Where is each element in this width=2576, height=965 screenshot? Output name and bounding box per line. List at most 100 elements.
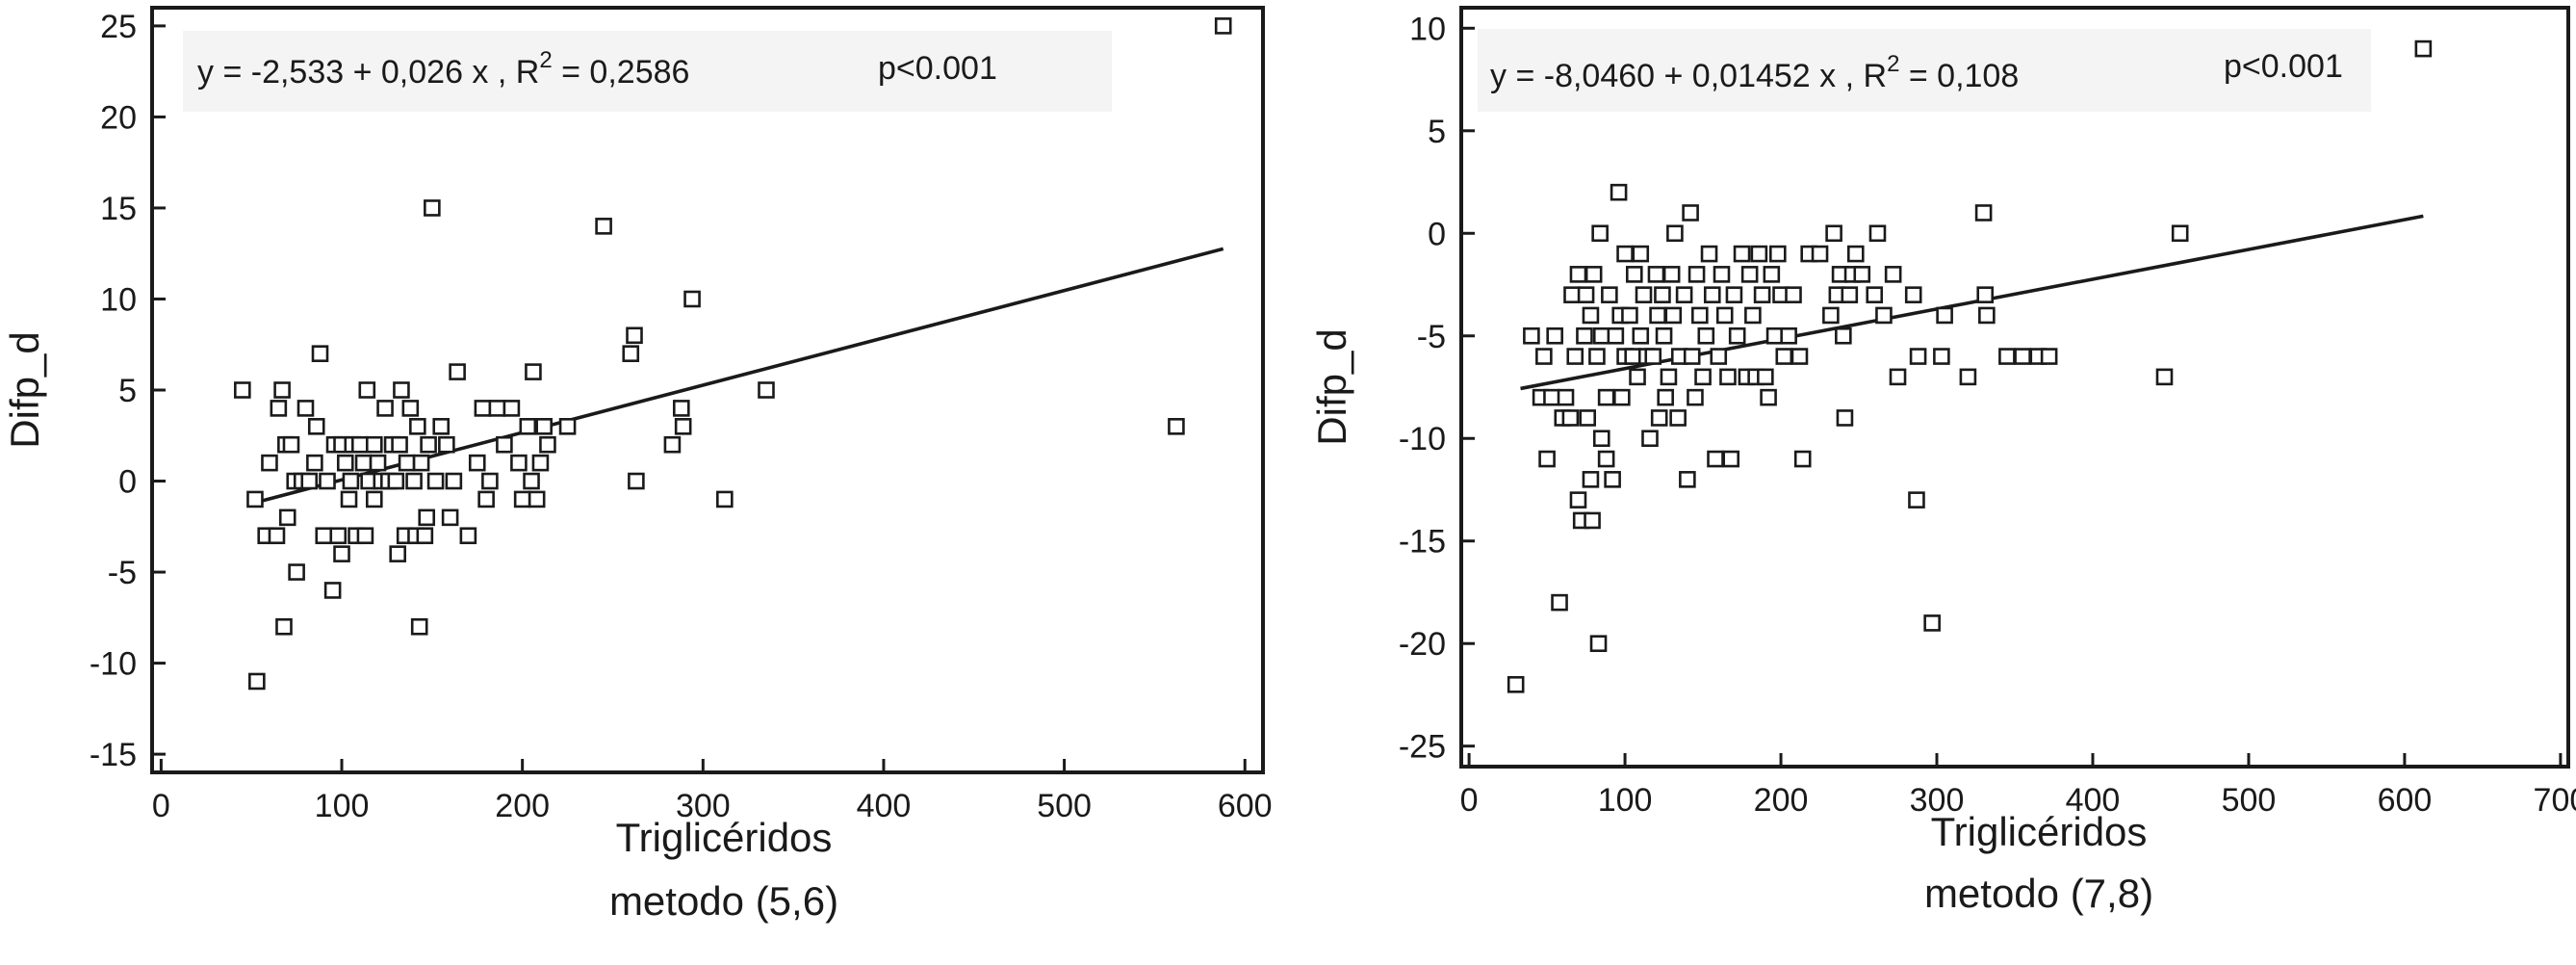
y-tick-label: 15: [100, 191, 137, 227]
data-point: [1687, 388, 1704, 406]
data-point: [365, 435, 383, 454]
data-point: [1610, 183, 1628, 201]
data-point: [1836, 409, 1854, 427]
data-point: [336, 454, 354, 472]
y-tick-label: -15: [1399, 524, 1446, 561]
data-point: [323, 582, 342, 599]
x-tick-label: 200: [495, 788, 550, 824]
data-point: [1561, 409, 1580, 427]
data-point: [1566, 348, 1584, 365]
data-point: [356, 527, 374, 545]
data-point: [1683, 348, 1701, 365]
data-point: [412, 454, 430, 472]
y-tick-label: -5: [108, 555, 137, 591]
data-point: [1557, 388, 1575, 406]
data-point: [663, 435, 682, 454]
data-point: [1715, 306, 1734, 325]
data-point: [510, 454, 528, 472]
data-point: [333, 545, 350, 562]
data-point: [1728, 326, 1746, 345]
left-scatter-chart: y = -2,533 + 0,026 x , R2 = 0,2586 p<0.0…: [2, 6, 1273, 924]
data-point: [1546, 326, 1563, 345]
data-point: [1507, 676, 1525, 693]
data-point: [416, 527, 434, 545]
data-point: [758, 381, 775, 399]
y-tick-label: 10: [100, 281, 137, 318]
data-point: [329, 527, 348, 545]
data-point: [2014, 348, 2031, 365]
data-point: [513, 490, 531, 509]
data-point: [1889, 368, 1907, 386]
data-point: [626, 326, 643, 345]
data-point: [1657, 388, 1674, 406]
y-axis-ticks: -15 -10 -5 0 5 10 15 20 25: [90, 9, 166, 773]
data-point: [1765, 326, 1784, 345]
data-point: [502, 400, 521, 417]
data-point: [1641, 430, 1659, 448]
data-point: [1713, 266, 1731, 283]
data-point: [438, 435, 455, 454]
data-points: [1507, 39, 2433, 693]
x-tick-label: 700: [2534, 782, 2576, 819]
data-point: [1760, 388, 1777, 406]
y-tick-label: -10: [1399, 421, 1446, 457]
data-point: [389, 545, 406, 562]
regression-line: [1520, 214, 2424, 391]
data-point: [1592, 430, 1610, 448]
data-point: [275, 617, 293, 636]
data-point: [246, 490, 264, 509]
data-point: [1650, 409, 1668, 427]
data-point: [1750, 245, 1768, 263]
data-point: [300, 472, 319, 490]
data-point: [1846, 245, 1865, 263]
data-point: [674, 418, 692, 435]
plot-frame: [150, 6, 1265, 774]
data-point: [459, 527, 477, 545]
data-point: [311, 345, 329, 362]
data-point: [1535, 348, 1553, 365]
data-point: [234, 381, 251, 399]
data-point: [306, 454, 323, 472]
x-tick-label: 300: [1910, 782, 1965, 819]
equation-box: [1478, 29, 2371, 112]
data-point: [1875, 306, 1893, 325]
y-tick-label: -25: [1399, 729, 1446, 766]
y-tick-label: -10: [90, 646, 137, 683]
x-tick-label: 0: [152, 788, 170, 824]
data-point: [683, 290, 701, 308]
data-point: [474, 400, 492, 417]
data-point: [1579, 409, 1596, 427]
data-point: [401, 400, 420, 417]
y-tick-label: -15: [90, 737, 137, 773]
data-point: [288, 563, 305, 581]
data-point: [1793, 450, 1812, 468]
data-point: [1780, 326, 1797, 345]
data-point: [1835, 326, 1852, 345]
data-point: [1589, 635, 1608, 653]
plot-frame: [1459, 6, 2570, 769]
right-scatter-chart: y = -8,0460 + 0,01452 x , R2 = 0,108 p<0…: [1309, 6, 2576, 916]
data-point: [261, 454, 278, 472]
data-point: [424, 199, 441, 217]
data-point: [1769, 245, 1787, 263]
data-point: [1811, 245, 1829, 263]
data-point: [1822, 306, 1840, 325]
data-point: [1866, 286, 1884, 303]
data-point: [1613, 388, 1631, 406]
data-point: [1597, 450, 1615, 468]
data-point: [481, 472, 499, 490]
data-point: [1710, 348, 1728, 365]
data-point: [1998, 348, 2016, 365]
x-tick-label: 400: [857, 788, 912, 824]
data-point: [1649, 306, 1666, 325]
data-point: [1662, 266, 1681, 283]
x-axis-title: Triglicéridos: [1931, 809, 2148, 854]
data-point: [2171, 224, 2189, 243]
equation-box: [183, 31, 1112, 112]
data-point: [376, 400, 394, 417]
y-tick-label: 0: [118, 464, 137, 501]
data-point: [1725, 286, 1743, 303]
data-point: [1577, 286, 1595, 303]
data-point: [1591, 224, 1609, 243]
